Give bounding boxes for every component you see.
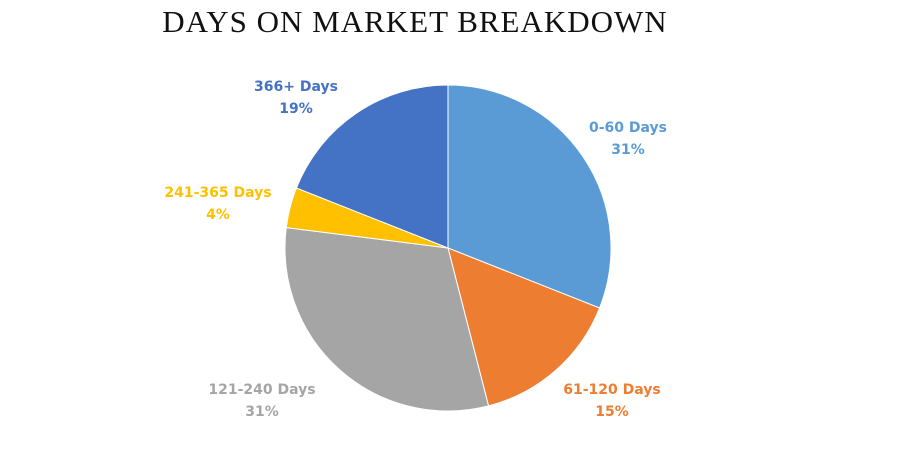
slice-category-label: 0-60 Days [589,120,667,136]
slice-value-label: 31% [611,142,645,158]
pie-slice [447,84,612,309]
pie-slice [295,84,449,249]
slice-value-label: 4% [206,207,230,223]
chart-title: DAYS ON MARKET BREAKDOWN [162,4,667,39]
slice-value-label: 31% [245,404,279,420]
slice-category-label: 241-365 Days [164,185,271,201]
pie-slice [284,227,490,412]
slice-value-label: 15% [595,404,629,420]
slice-category-label: 366+ Days [254,79,338,95]
slice-category-label: 121-240 Days [208,382,315,398]
pie-slice [447,247,601,407]
slice-category-label: 61-120 Days [563,382,661,398]
slice-value-label: 19% [279,101,313,117]
